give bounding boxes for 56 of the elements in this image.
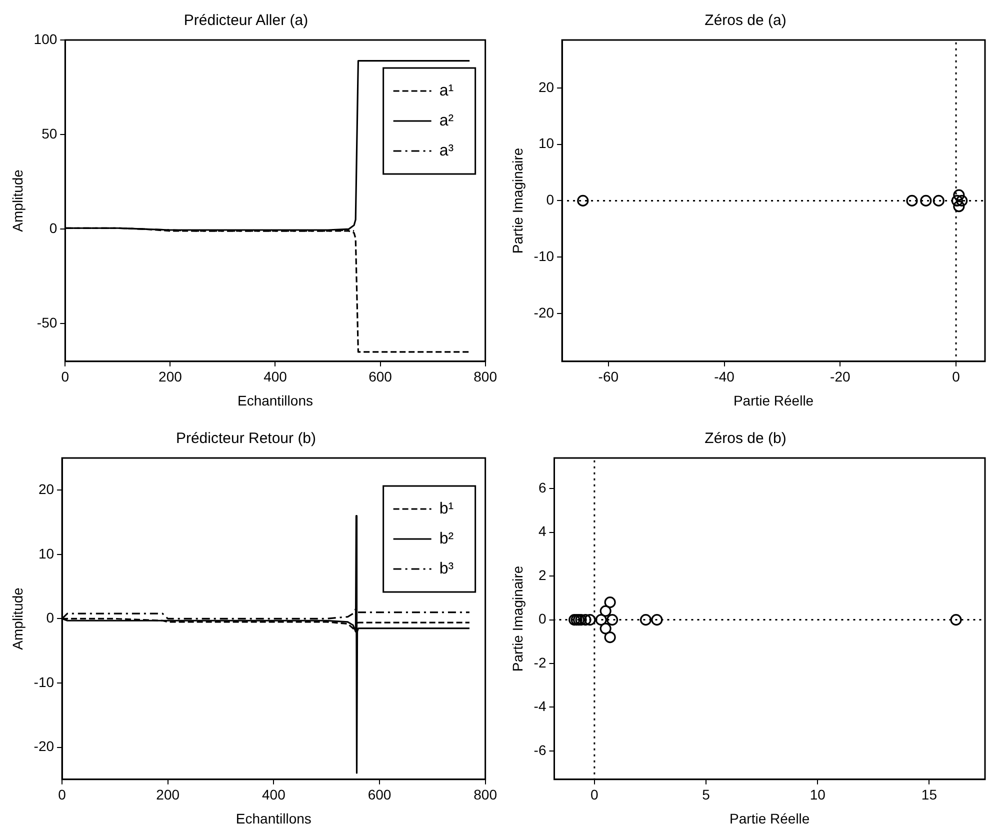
legend-label: a³	[439, 142, 454, 160]
legend-label: b³	[439, 560, 454, 578]
y-axis-title: Partie Imaginaire	[509, 148, 526, 254]
y-tick-label: 20	[538, 78, 554, 95]
y-tick-label: -10	[534, 248, 554, 264]
y-tick-label: 2	[538, 566, 546, 583]
y-tick-label: -50	[36, 314, 58, 330]
y-tick-label: 10	[538, 135, 554, 152]
x-tick-label: 0	[952, 368, 960, 385]
x-tick-label: 15	[921, 786, 938, 803]
y-tick-label: 50	[42, 125, 58, 142]
x-tick-label: 800	[474, 368, 498, 385]
legend-label: a¹	[439, 82, 454, 100]
legend-label: b¹	[439, 500, 454, 518]
x-tick-label: 200	[156, 786, 180, 803]
x-tick-label: 10	[810, 786, 826, 803]
x-tick-label: -60	[598, 368, 619, 385]
y-axis-title: Amplitude	[9, 169, 26, 232]
y-tick-label: 0	[538, 610, 546, 627]
x-axis-title: Echantillons	[236, 810, 312, 826]
y-tick-label: -20	[534, 304, 554, 320]
x-axis-title: Echantillons	[237, 392, 313, 408]
x-axis-title: Partie Réelle	[730, 810, 810, 826]
x-tick-label: 600	[368, 786, 392, 803]
y-tick-label: 0	[546, 192, 554, 208]
y-tick-label: 6	[538, 479, 546, 496]
y-tick-label: 0	[46, 610, 54, 626]
x-tick-label: 600	[368, 368, 392, 385]
y-tick-label: 100	[34, 30, 58, 47]
y-tick-label: -4	[534, 698, 546, 714]
y-tick-label: -6	[534, 742, 546, 758]
chart-title: Zéros de (a)	[704, 12, 786, 30]
legend-label: a²	[439, 112, 454, 130]
x-axis-title: Partie Réelle	[733, 392, 814, 408]
x-tick-label: -40	[714, 368, 735, 385]
x-tick-label: 0	[590, 786, 599, 803]
chart-title: Prédicteur Retour (b)	[176, 430, 316, 448]
x-tick-label: 5	[702, 786, 710, 803]
chart-title: Prédicteur Aller (a)	[184, 12, 308, 30]
y-tick-label: 0	[49, 220, 58, 236]
y-tick-label: 10	[38, 545, 54, 562]
x-tick-label: 400	[262, 786, 286, 803]
y-axis-title: Amplitude	[9, 587, 26, 650]
x-tick-label: 800	[474, 786, 498, 803]
y-tick-label: 4	[538, 523, 546, 540]
x-tick-label: 400	[264, 368, 288, 385]
x-tick-label: 200	[158, 368, 182, 385]
y-tick-label: -20	[34, 738, 54, 754]
y-tick-label: -2	[534, 654, 546, 670]
y-tick-label: 20	[38, 481, 54, 497]
y-axis-title: Partie Imaginaire	[509, 566, 526, 672]
legend-label: b²	[439, 530, 454, 548]
chart-title: Zéros de (b)	[704, 430, 786, 448]
x-tick-label: 0	[61, 368, 70, 385]
x-tick-label: -20	[830, 368, 850, 385]
y-tick-label: -10	[34, 674, 54, 690]
